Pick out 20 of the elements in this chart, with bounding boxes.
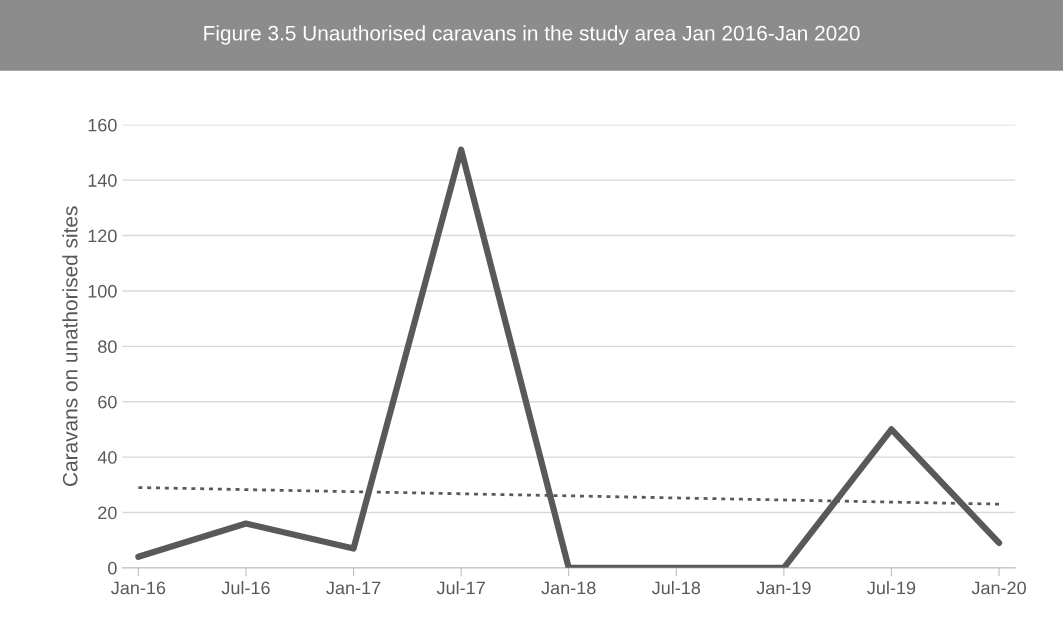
chart-title: Figure 3.5 Unauthorised caravans in the study area Jan 2016-Jan 2020 <box>204 25 860 45</box>
y-tick-label: 160 <box>88 118 117 132</box>
y-tick-label: 0 <box>108 561 117 575</box>
y-axis-title: Caravans on unathorised sites <box>62 206 78 486</box>
y-tick-label: 100 <box>88 284 117 298</box>
x-tick-label: Jan-20 <box>971 581 1026 595</box>
x-tick-label: Jan-16 <box>111 581 166 595</box>
x-tick-label: Jan-18 <box>541 581 596 595</box>
y-tick-label: 60 <box>98 395 117 409</box>
y-tick-label: 40 <box>97 451 117 464</box>
x-tick-label: Jul-17 <box>436 581 485 595</box>
y-tick-label: 140 <box>88 174 117 187</box>
y-tick-label: 120 <box>88 229 117 243</box>
x-tick-label: Jan-17 <box>326 581 381 595</box>
x-tick-label: Jul-16 <box>221 581 270 595</box>
x-tick-label: Jul-18 <box>651 581 701 595</box>
x-tick-label: Jan-19 <box>756 581 811 595</box>
y-tick-label: 20 <box>98 506 117 520</box>
x-tick-label: Jul-19 <box>867 581 916 595</box>
y-tick-label: 80 <box>98 340 117 354</box>
